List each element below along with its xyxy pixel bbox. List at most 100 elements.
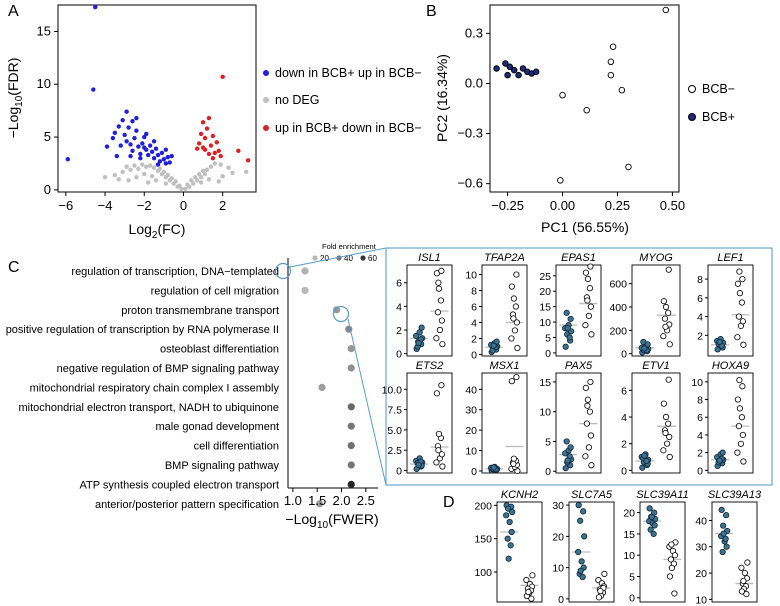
pca-x-axis-label: PC1 (56.55%): [541, 219, 629, 235]
go-term-label: negative regulation of BMP signaling pat…: [57, 363, 280, 375]
strip-y-tick-label: 600: [609, 279, 627, 291]
strip-point-bcb-plus: [641, 345, 648, 352]
volcano-point: [134, 128, 139, 133]
volcano-points: [65, 4, 251, 192]
strip-point-bcb-minus: [434, 309, 441, 316]
strip-point-bcb-minus: [662, 413, 670, 421]
pca-y-tick-label: 0.3: [465, 25, 483, 40]
strip-point-bcb-minus: [588, 331, 595, 338]
strip-point-bcb-minus: [595, 594, 603, 601]
pca-plot: −0.25 0.00 0.25 0.50 −0.6 −0.3 0.0 0.3 PC1 (56.…: [434, 4, 735, 235]
volcano-point: [236, 148, 241, 153]
strip-point-bcb-minus: [582, 453, 589, 460]
volcano-point: [163, 161, 169, 166]
strip-point-bcb-plus: [490, 464, 497, 471]
strip-point-bcb-plus: [507, 542, 514, 549]
gene-name-label: MSX1: [490, 360, 520, 372]
connector-line-1: [289, 247, 387, 268]
strip-point-bcb-plus: [509, 508, 516, 516]
volcano-point: [194, 146, 200, 151]
strip-point-bcb-plus: [490, 342, 497, 349]
inset-border: [385, 247, 773, 486]
volcano-point: [122, 132, 127, 138]
legend-bcb-plus-swatch: [688, 113, 696, 121]
volcano-point: [202, 147, 208, 152]
volcano-legend: down in BCB+ up in BCB− no DEG up in BCB…: [263, 66, 422, 135]
strip-point-bcb-plus: [648, 513, 655, 520]
strip-panel-frame: [496, 501, 543, 603]
strip-point-bcb-minus: [738, 414, 746, 421]
pca-point: [515, 71, 522, 79]
strip-point-bcb-minus: [743, 591, 750, 598]
strip-y-tick-label: 0: [621, 349, 627, 361]
go-term-label: regulation of transcription, DNA−templat…: [71, 266, 279, 278]
volcano-point: [216, 148, 221, 153]
strip-y-tick-label: 5: [629, 571, 635, 583]
volcano-point: [202, 135, 208, 141]
volcano-point: [157, 166, 163, 171]
volcano-x-tick-label: −4: [98, 198, 113, 213]
strip-y-tick-label: 4: [396, 301, 402, 313]
strip-point-bcb-minus: [736, 290, 744, 297]
gene-name-label: PAX5: [565, 360, 593, 372]
pca-x-tick-label: 0.00: [550, 198, 575, 213]
volcano-point: [155, 152, 161, 158]
volcano-point: [112, 172, 118, 178]
strip-y-tick-label: 200: [474, 500, 492, 512]
strip-point-bcb-plus: [647, 526, 654, 533]
strip-panel: PAX5 0 5 10 15: [539, 360, 602, 478]
strip-point-bcb-plus: [719, 449, 726, 456]
volcano-point: [134, 115, 139, 121]
volcano-point: [126, 178, 131, 183]
pca-point: [583, 106, 590, 114]
strip-point-bcb-minus: [435, 279, 442, 286]
strip-point-bcb-minus: [585, 444, 593, 451]
strip-panel: ISL1 0 2 4 6: [396, 252, 453, 361]
go-term-label: anterior/posterior pattern specification: [95, 499, 279, 511]
volcano-point: [151, 165, 157, 170]
strip-point-bcb-minus: [433, 390, 440, 397]
volcano-point: [153, 146, 159, 151]
volcano-point: [220, 74, 225, 80]
strip-panel: ETS2 0 2.5 5.0 7.5 10.0: [382, 360, 453, 478]
volcano-plot-frame: [57, 4, 257, 193]
strip-point-bcb-minus: [671, 552, 679, 559]
strip-panel-frame: [555, 264, 602, 357]
go-point: [318, 383, 326, 391]
volcano-point: [142, 145, 147, 150]
volcano-y-tick-label: 10: [37, 76, 51, 91]
volcano-point: [212, 161, 218, 166]
strip-panel-frame: [481, 264, 528, 357]
go-point: [316, 500, 324, 508]
volcano-point: [230, 170, 235, 176]
volcano-point: [202, 171, 208, 177]
strip-point-bcb-plus: [720, 530, 727, 537]
strip-y-tick-label: 40: [695, 515, 707, 527]
go-x-tick-label: 1.0: [284, 493, 302, 508]
volcano-point: [140, 141, 145, 146]
pca-point: [557, 177, 564, 184]
strip-point-bcb-minus: [586, 285, 594, 292]
strip-point-bcb-minus: [585, 312, 593, 319]
connector-line-2: [347, 318, 387, 486]
strip-point-bcb-plus: [651, 522, 658, 529]
strip-point-bcb-plus: [564, 325, 571, 332]
strip-point-bcb-plus: [578, 558, 585, 565]
strip-y-tick-label: 100: [474, 567, 492, 579]
strip-point-bcb-minus: [511, 327, 519, 334]
volcano-point: [155, 162, 161, 167]
volcano-point: [104, 144, 110, 149]
volcano-y-tick-label: 15: [37, 23, 51, 38]
legend-nodeg-label: no DEG: [275, 93, 319, 107]
volcano-point: [218, 153, 223, 159]
strip-point-bcb-minus: [433, 335, 440, 342]
strip-y-tick-label: 8: [471, 286, 477, 298]
pca-point: [607, 71, 615, 79]
strip-point-bcb-minus: [438, 317, 445, 324]
strip-panel: MSX1 0 10 20 30 40: [465, 360, 528, 478]
strip-y-tick-label: 8: [697, 274, 703, 286]
strip-point-bcb-plus: [720, 522, 727, 529]
volcano-point: [138, 151, 143, 157]
volcano-point: [210, 155, 216, 161]
strip-y-tick-label: 10: [552, 563, 564, 575]
